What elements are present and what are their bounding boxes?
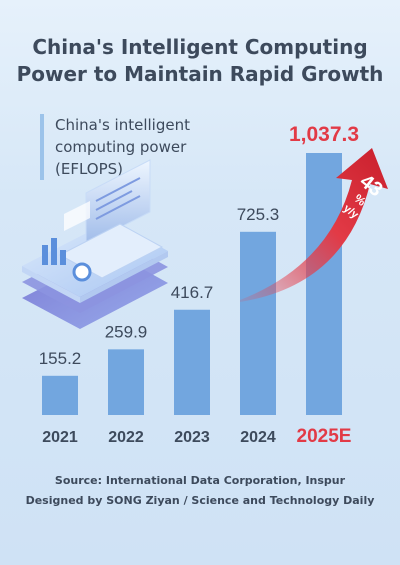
chart-title: China's Intelligent Computing Power to M… <box>0 34 400 88</box>
credit-text: Designed by SONG Ziyan / Science and Tec… <box>25 494 375 507</box>
laptop-illustration-icon <box>22 159 168 329</box>
legend-line-1: China's intelligent <box>55 116 190 134</box>
value-label-2021: 155.2 <box>39 349 82 368</box>
bar-2025E <box>306 153 342 415</box>
x-axis-labels-group: 2021 2022 2023 2024 2025E <box>42 426 351 447</box>
value-label-2024: 725.3 <box>237 205 280 224</box>
bar-2022 <box>108 349 144 415</box>
x-label-2023: 2023 <box>174 429 210 446</box>
source-footer: Source: International Data Corporation, … <box>0 471 400 511</box>
bar-2024 <box>240 231 276 415</box>
value-label-2022: 259.9 <box>105 322 148 341</box>
chart-title-line-2: Power to Maintain Rapid Growth <box>16 62 384 86</box>
bar-2021 <box>42 375 78 415</box>
value-labels-group: 155.2 259.9 416.7 725.3 1,037.3 <box>39 123 359 368</box>
bar-2023 <box>174 309 210 415</box>
legend-line-3: (EFLOPS) <box>55 160 124 178</box>
x-label-2025E: 2025E <box>297 426 352 447</box>
bars-group <box>42 153 342 415</box>
value-label-2023: 416.7 <box>171 283 214 302</box>
legend-accent-bar <box>40 114 44 180</box>
source-text: Source: International Data Corporation, … <box>54 474 346 487</box>
x-label-2021: 2021 <box>42 429 78 446</box>
chart-title-line-1: China's Intelligent Computing <box>32 35 368 59</box>
x-label-2024: 2024 <box>240 429 276 446</box>
value-label-2025E: 1,037.3 <box>289 123 359 146</box>
legend-line-2: computing power <box>55 138 187 156</box>
x-label-2022: 2022 <box>108 429 144 446</box>
growth-arrow-icon <box>240 148 388 302</box>
series-legend: China's intelligent computing power (EFL… <box>55 114 275 180</box>
